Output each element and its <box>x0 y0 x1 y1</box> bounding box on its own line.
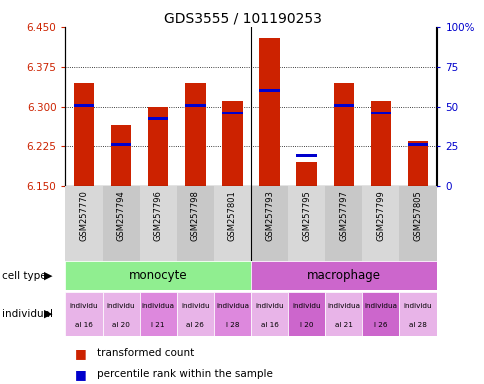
Bar <box>324 186 362 261</box>
Bar <box>176 292 213 336</box>
Bar <box>148 117 168 119</box>
Text: al 16: al 16 <box>75 322 93 328</box>
Text: percentile rank within the sample: percentile rank within the sample <box>97 369 272 379</box>
Bar <box>333 83 353 186</box>
Text: individua: individua <box>215 303 248 309</box>
Text: al 26: al 26 <box>186 322 204 328</box>
Bar <box>251 292 287 336</box>
Bar <box>296 154 316 157</box>
Bar <box>65 186 102 261</box>
Text: individual: individual <box>2 309 53 319</box>
Text: al 16: al 16 <box>260 322 278 328</box>
Bar <box>74 83 94 186</box>
Text: GDS3555 / 101190253: GDS3555 / 101190253 <box>163 12 321 25</box>
Bar <box>74 104 94 107</box>
Text: individu: individu <box>403 303 431 309</box>
Bar <box>370 101 390 186</box>
Bar <box>251 261 436 290</box>
Bar <box>324 292 362 336</box>
Bar <box>222 112 242 114</box>
Bar <box>251 186 287 261</box>
Bar <box>362 292 399 336</box>
Text: GSM257793: GSM257793 <box>264 190 273 241</box>
Text: l 28: l 28 <box>225 322 239 328</box>
Text: individua: individua <box>141 303 174 309</box>
Bar <box>111 144 131 146</box>
Bar <box>407 144 427 146</box>
Bar <box>65 292 102 336</box>
Text: individu: individu <box>292 303 320 309</box>
Text: GSM257801: GSM257801 <box>227 190 237 241</box>
Bar <box>102 292 139 336</box>
Bar <box>222 101 242 186</box>
Text: ▶: ▶ <box>44 270 53 281</box>
Text: monocyte: monocyte <box>129 269 187 282</box>
Bar <box>259 38 279 186</box>
Bar <box>185 104 205 107</box>
Bar <box>407 141 427 186</box>
Bar <box>259 89 279 92</box>
Text: transformed count: transformed count <box>97 348 194 358</box>
Text: GSM257794: GSM257794 <box>116 190 125 241</box>
Bar <box>287 186 324 261</box>
Text: ▶: ▶ <box>44 309 53 319</box>
Bar <box>399 186 436 261</box>
Text: GSM257797: GSM257797 <box>338 190 348 241</box>
Text: GSM257799: GSM257799 <box>376 190 385 241</box>
Text: l 21: l 21 <box>151 322 165 328</box>
Text: GSM257798: GSM257798 <box>190 190 199 241</box>
Bar <box>399 292 436 336</box>
Text: individu: individu <box>255 303 283 309</box>
Text: ■: ■ <box>75 368 87 381</box>
Text: GSM257796: GSM257796 <box>153 190 163 241</box>
Bar <box>213 292 251 336</box>
Text: al 21: al 21 <box>334 322 352 328</box>
Bar <box>139 292 176 336</box>
Text: al 20: al 20 <box>112 322 130 328</box>
Bar <box>176 186 213 261</box>
Bar <box>139 186 176 261</box>
Bar <box>287 292 325 336</box>
Text: individua: individua <box>363 303 396 309</box>
Text: l 20: l 20 <box>299 322 313 328</box>
Bar <box>296 162 316 186</box>
Text: l 26: l 26 <box>373 322 387 328</box>
Text: individu: individu <box>70 303 98 309</box>
Text: individu: individu <box>181 303 209 309</box>
Bar <box>65 261 251 290</box>
Bar <box>185 83 205 186</box>
Bar <box>148 107 168 186</box>
Text: individua: individua <box>327 303 360 309</box>
Bar <box>111 125 131 186</box>
Text: GSM257805: GSM257805 <box>412 190 422 241</box>
Bar <box>333 104 353 107</box>
Bar <box>102 186 139 261</box>
Bar <box>213 186 251 261</box>
Text: cell type: cell type <box>2 270 47 281</box>
Text: GSM257795: GSM257795 <box>302 190 311 241</box>
Bar <box>370 112 390 114</box>
Text: macrophage: macrophage <box>306 269 380 282</box>
Text: individu: individu <box>106 303 135 309</box>
Text: GSM257770: GSM257770 <box>79 190 89 241</box>
Text: ■: ■ <box>75 347 87 360</box>
Text: al 28: al 28 <box>408 322 426 328</box>
Bar <box>362 186 399 261</box>
